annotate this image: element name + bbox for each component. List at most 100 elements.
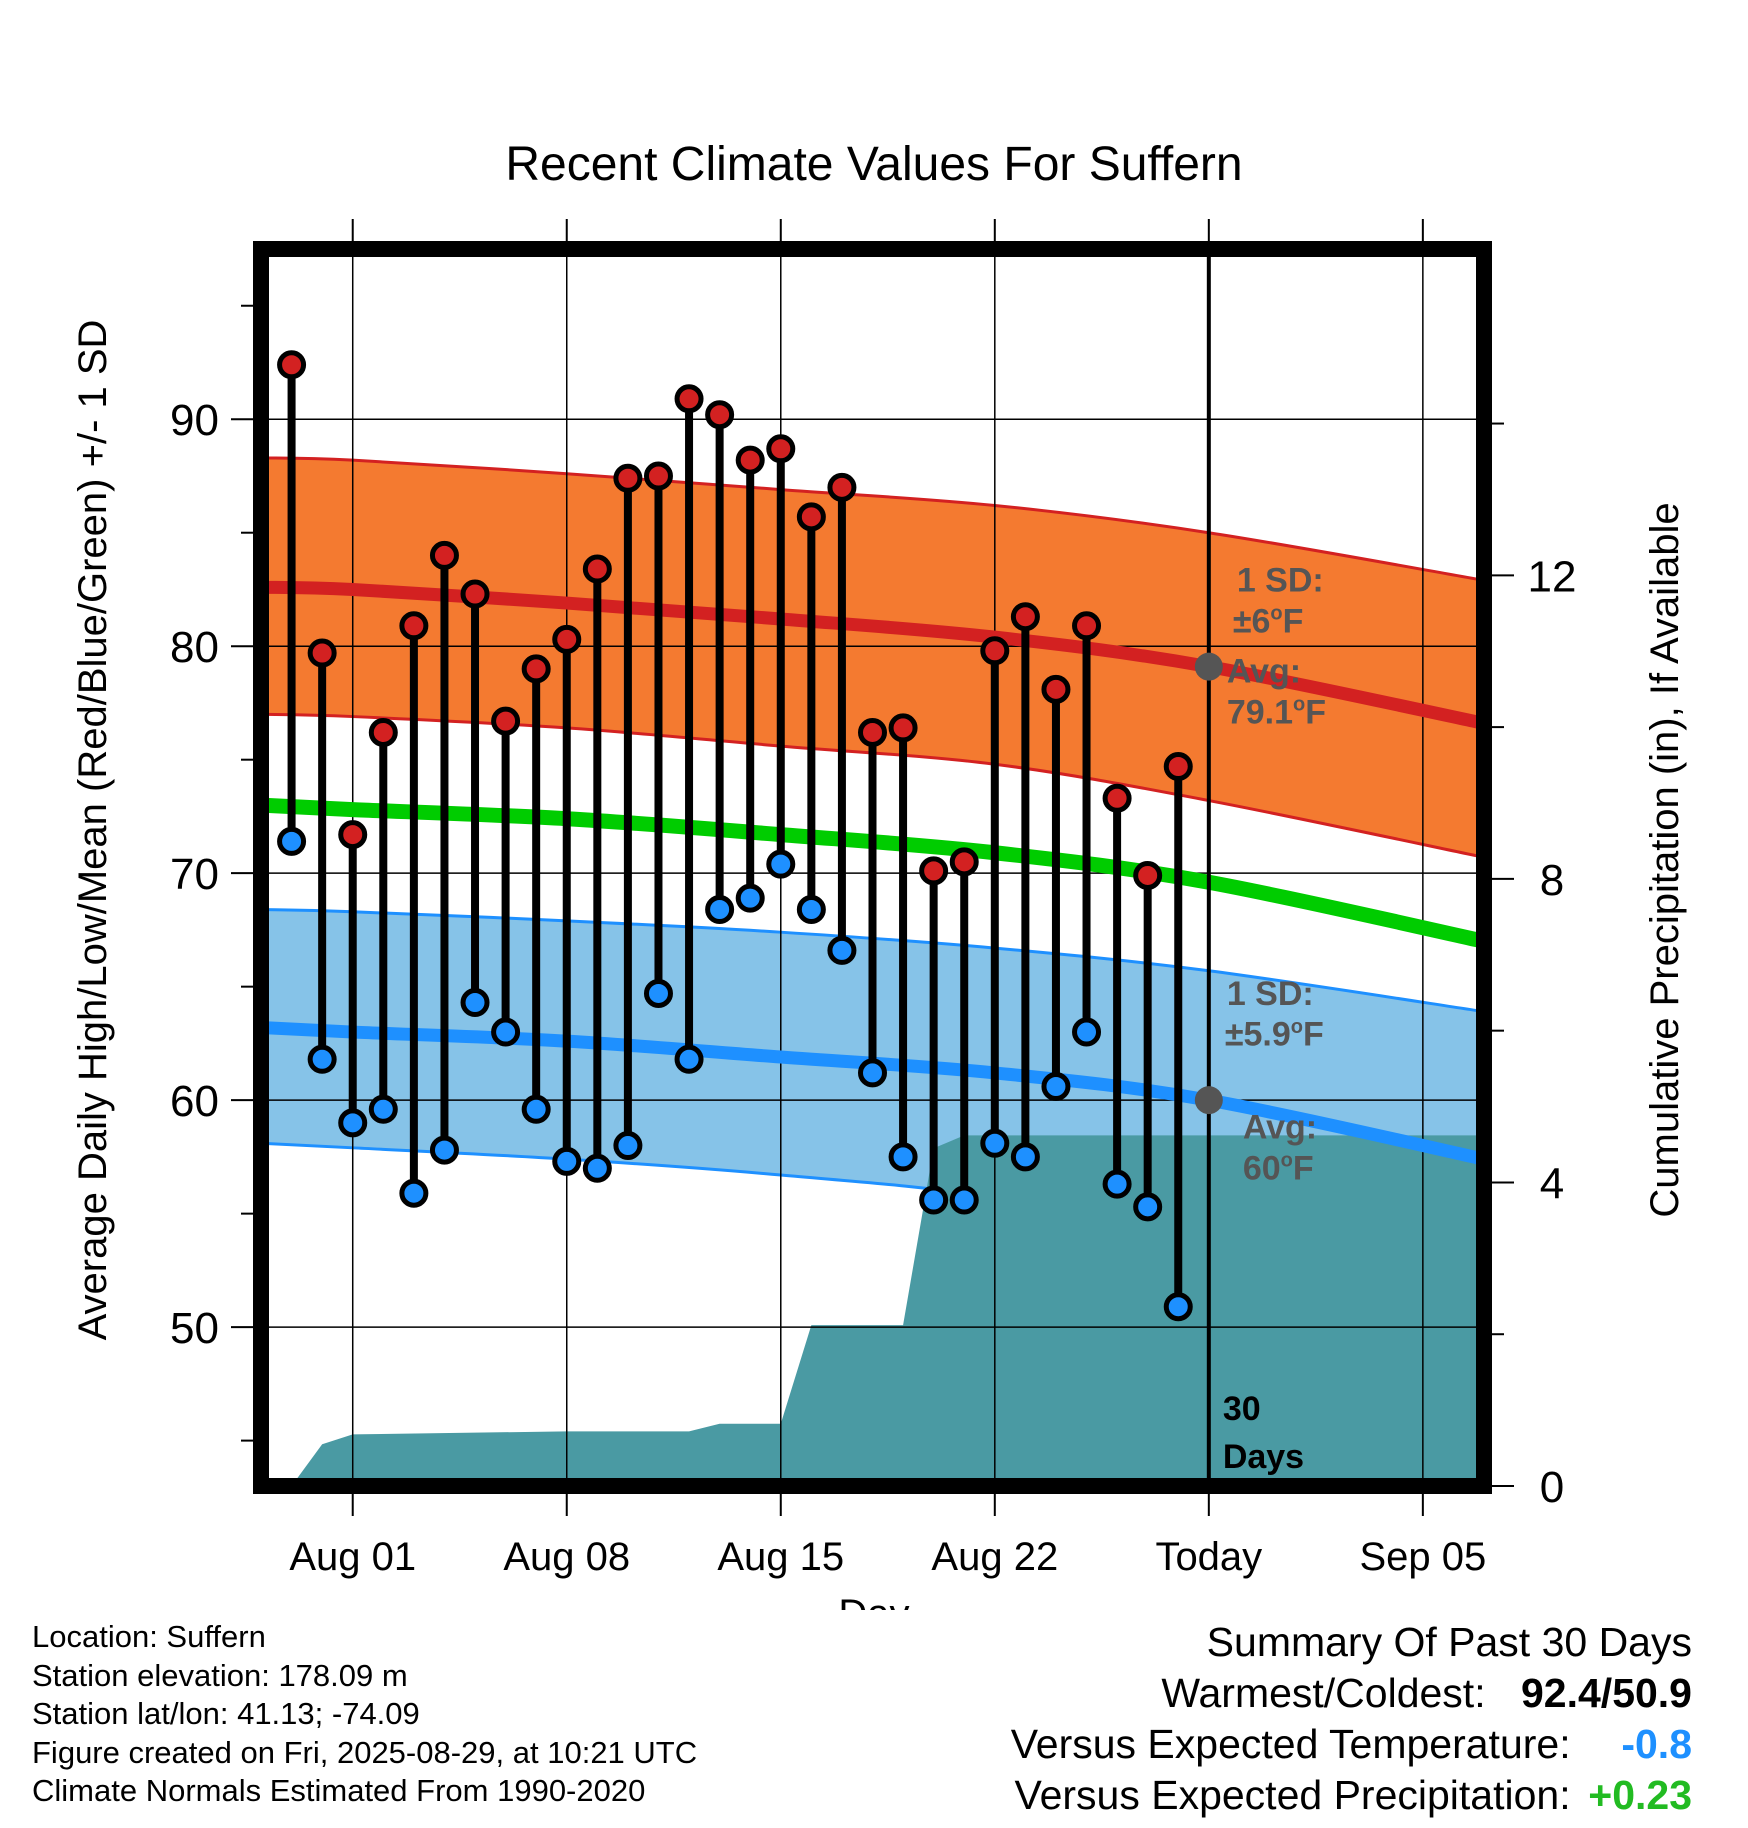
low-sd-value: ±5.9oF: [1225, 1016, 1324, 1054]
high-sd-value: ±6oF: [1233, 603, 1304, 641]
daily-low-point: [796, 894, 826, 924]
daily-high-point: [888, 713, 918, 743]
y2-axis-label: Cumulative Precipitation (in), If Availa…: [1643, 502, 1687, 1217]
daily-high-point: [1102, 783, 1132, 813]
y-tick-label: 60: [170, 1077, 219, 1126]
daily-high-point: [735, 445, 765, 475]
daily-low-point: [307, 1044, 337, 1074]
y-tick-label: 80: [170, 623, 219, 672]
latlon-text: Station lat/lon: 41.13; -74.09: [32, 1696, 420, 1731]
x-tick-label: Aug 08: [503, 1535, 630, 1579]
x-tick-label: Sep 05: [1359, 1535, 1486, 1579]
today-window-label-number: 30: [1223, 1390, 1261, 1428]
daily-low-point: [1072, 1017, 1102, 1047]
warm-cold-label: Warmest/Coldest:: [1161, 1670, 1486, 1716]
daily-high-point: [766, 434, 796, 464]
daily-low-point: [949, 1185, 979, 1215]
daily-high-point: [796, 502, 826, 532]
daily-low-point: [460, 988, 490, 1018]
daily-low-point: [399, 1178, 429, 1208]
daily-high-point: [552, 624, 582, 654]
low-avg-line: [261, 1021, 1484, 1166]
daily-low-point: [674, 1044, 704, 1074]
today-low-avg-marker: [1194, 1086, 1223, 1115]
daily-low-point: [1102, 1169, 1132, 1199]
daily-low-point: [735, 883, 765, 913]
daily-high-point: [491, 706, 521, 736]
daily-low-point: [827, 935, 857, 965]
high-avg-line: [261, 580, 1484, 730]
daily-high-point: [1133, 860, 1163, 890]
daily-low-point: [613, 1131, 643, 1161]
daily-high-point: [949, 847, 979, 877]
today-window-label-unit: Days: [1223, 1438, 1304, 1476]
daily-high-point: [1163, 751, 1193, 781]
y2-tick-label: 4: [1540, 1159, 1564, 1208]
station-info: Location: Suffern Station elevation: 178…: [32, 1618, 697, 1811]
daily-low-point: [338, 1108, 368, 1138]
x-tick-label: Today: [1155, 1535, 1262, 1579]
summary-title: Summary Of Past 30 Days: [1206, 1619, 1692, 1665]
temp-label: Versus Expected Temperature:: [1010, 1721, 1571, 1767]
daily-low-point: [888, 1142, 918, 1172]
daily-high-point: [460, 579, 490, 609]
y2-tick-label: 8: [1540, 856, 1564, 905]
y-tick-label: 70: [170, 850, 219, 899]
daily-low-point: [766, 849, 796, 879]
daily-low-point: [643, 978, 673, 1008]
daily-high-point: [1072, 611, 1102, 641]
temp-value: -0.8: [1621, 1721, 1692, 1767]
low-avg-value: 60oF: [1243, 1150, 1314, 1188]
precip-area: [261, 1135, 1484, 1486]
climate-chart: Recent Climate Values For Suffern Day Av…: [71, 138, 1687, 1610]
daily-high-point: [399, 611, 429, 641]
daily-low-point: [1133, 1192, 1163, 1222]
daily-high-point: [674, 384, 704, 414]
plot-frame: [253, 241, 1492, 1494]
precip-row: Versus Expected Precipitation: +0.23: [1011, 1770, 1693, 1821]
daily-high-point: [613, 463, 643, 493]
daily-high-point: [429, 540, 459, 570]
normals-text: Climate Normals Estimated From 1990-2020: [32, 1773, 646, 1808]
today-high-avg-marker: [1194, 652, 1223, 681]
summary-panel: Summary Of Past 30 Days Warmest/Coldest:…: [1011, 1617, 1692, 1821]
daily-low-point: [980, 1128, 1010, 1158]
high-avg-label: Avg:: [1227, 653, 1301, 691]
daily-low-point: [705, 894, 735, 924]
daily-low-point: [521, 1094, 551, 1124]
mean-avg-line: [261, 797, 1484, 949]
location-text: Location: Suffern: [32, 1619, 266, 1654]
low-sd-label: 1 SD:: [1227, 975, 1314, 1013]
high-avg-value: 79.1oF: [1227, 693, 1326, 731]
precip-label: Versus Expected Precipitation:: [1014, 1772, 1571, 1818]
created-text: Figure created on Fri, 2025-08-29, at 10…: [32, 1734, 698, 1770]
x-axis-label: Day: [838, 1592, 909, 1610]
daily-low-point: [858, 1058, 887, 1088]
elevation-text: Station elevation: 178.09 m: [32, 1657, 408, 1693]
daily-low-point: [552, 1146, 582, 1176]
daily-low-point: [429, 1135, 459, 1165]
low-avg-label: Avg:: [1243, 1109, 1317, 1147]
daily-high-point: [705, 400, 735, 430]
daily-low-point: [277, 826, 307, 856]
precip-value: +0.23: [1588, 1772, 1692, 1818]
y2-tick-label: 0: [1540, 1463, 1564, 1512]
daily-low-point: [1041, 1072, 1071, 1102]
x-tick-label: Aug 01: [289, 1535, 416, 1579]
daily-high-point: [582, 554, 612, 584]
daily-high-point: [919, 856, 949, 886]
daily-high-point: [858, 717, 887, 747]
chart-title: Recent Climate Values For Suffern: [505, 138, 1242, 191]
daily-high-point: [1041, 674, 1071, 704]
daily-high-point: [277, 350, 307, 380]
daily-low-point: [1010, 1142, 1040, 1172]
x-tick-label: Aug 22: [931, 1535, 1058, 1579]
daily-high-point: [521, 654, 551, 684]
daily-low-point: [919, 1185, 949, 1215]
y-tick-label: 50: [170, 1304, 219, 1353]
daily-low-point: [491, 1017, 521, 1047]
daily-high-point: [1010, 602, 1040, 632]
warm-cold-value: 92.4/50.9: [1521, 1670, 1692, 1716]
daily-low-point: [1163, 1292, 1193, 1322]
